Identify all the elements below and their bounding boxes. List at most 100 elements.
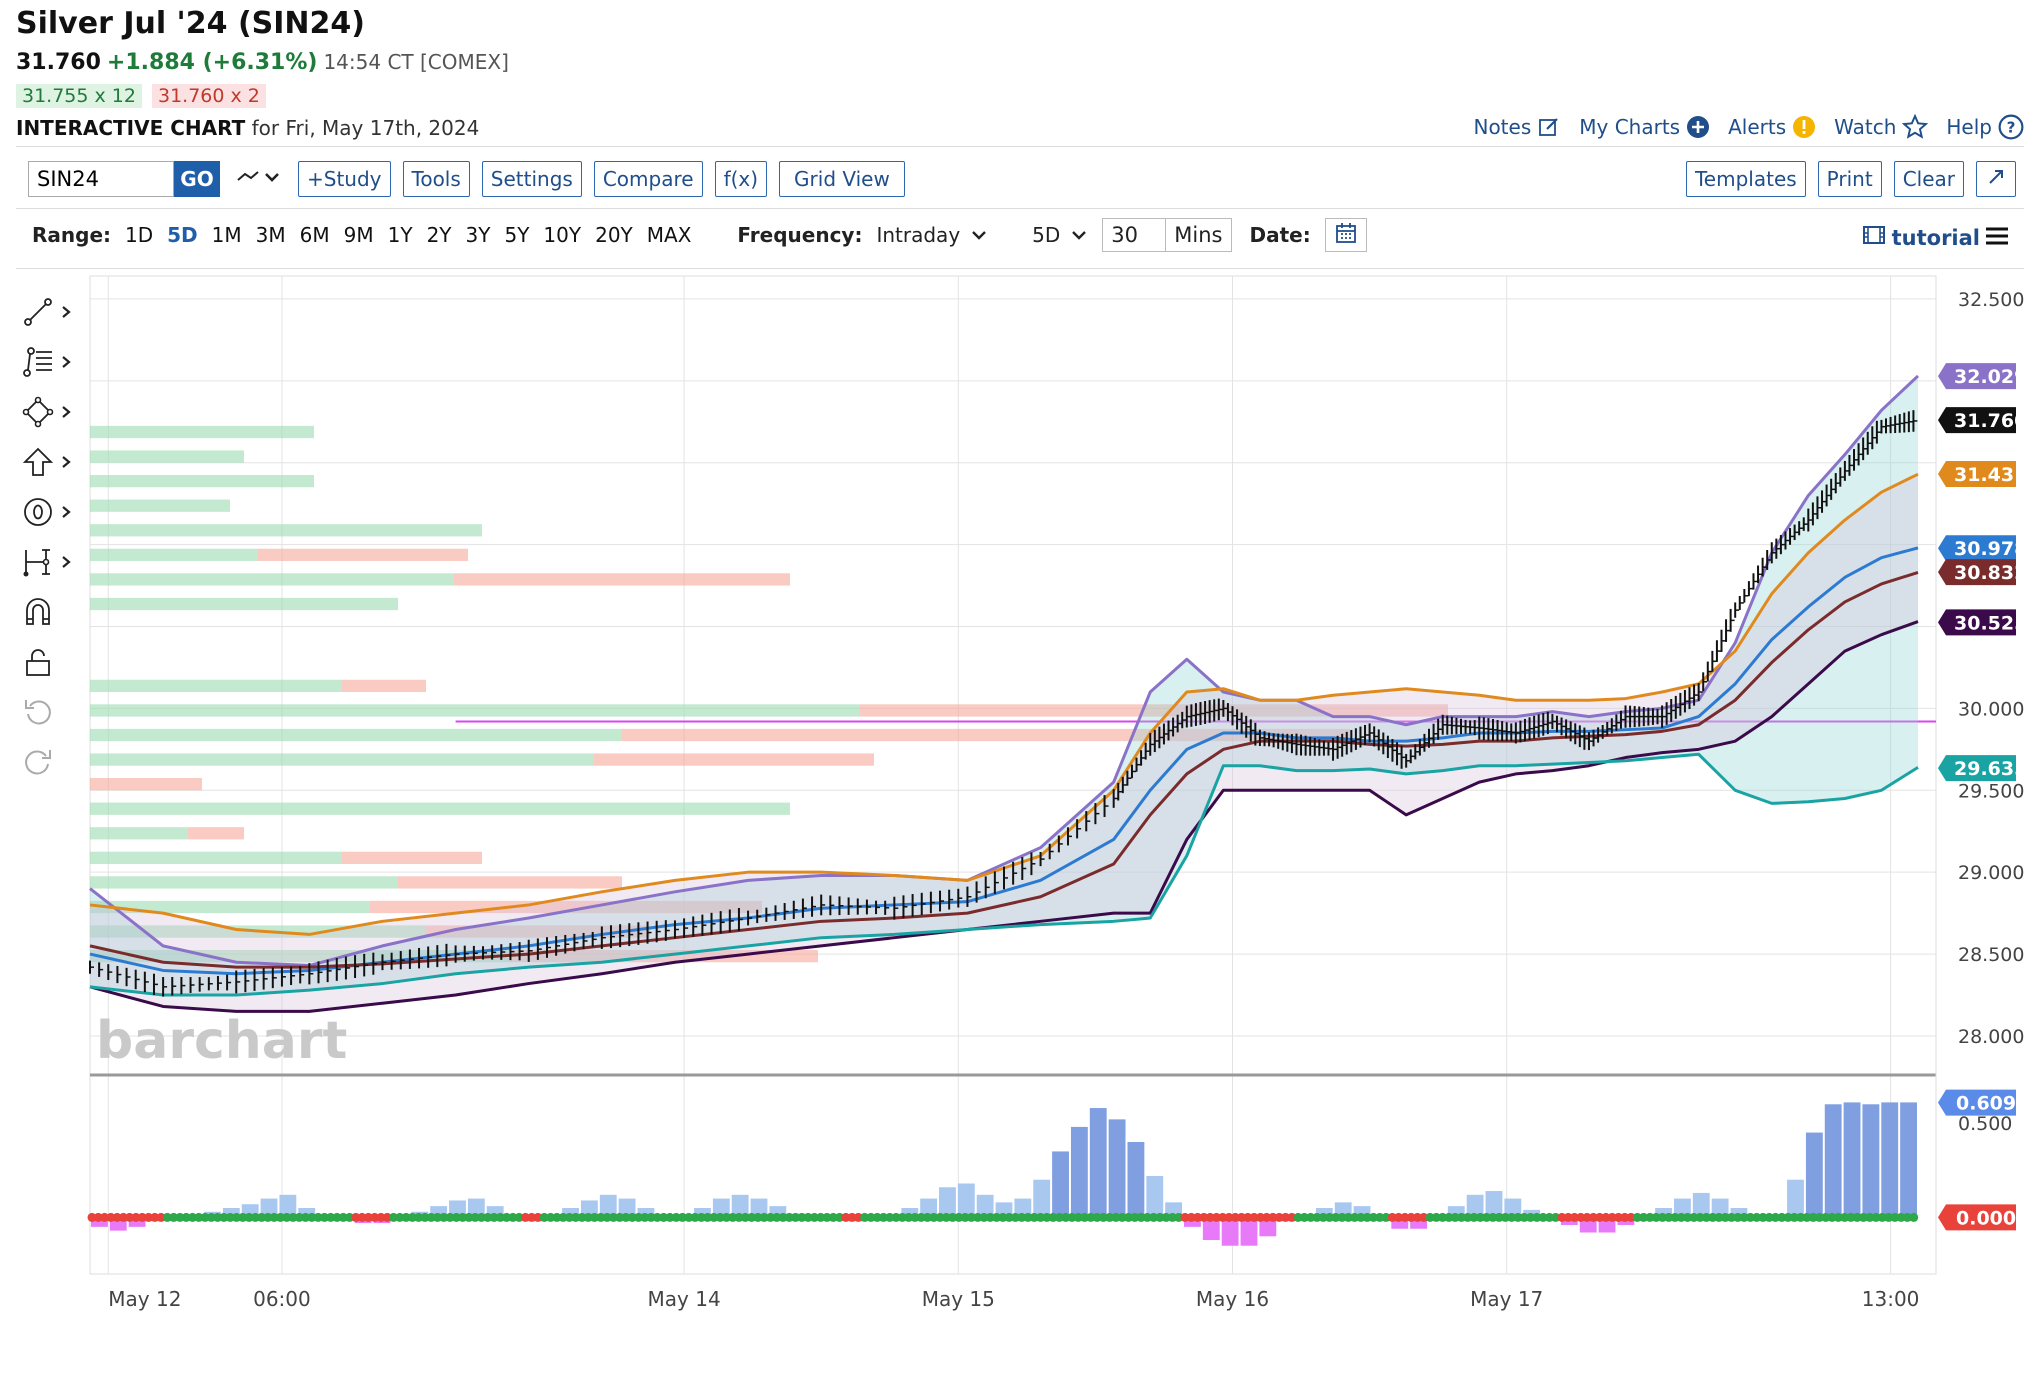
signal-dot (828, 1212, 838, 1222)
signal-dot (451, 1212, 461, 1222)
templates-button[interactable]: Templates (1685, 161, 1806, 197)
osc-value-label: 0.609 (1956, 1093, 2016, 1115)
tutorial-link[interactable]: tutorial (1862, 224, 1980, 251)
symbol-input[interactable] (28, 161, 174, 197)
signal-dot (1174, 1212, 1184, 1222)
signal-dot (93, 1212, 103, 1222)
signal-dot (677, 1212, 687, 1222)
bollinger-bands (90, 375, 1918, 1012)
histogram-bar (1410, 1217, 1428, 1229)
range-5d[interactable]: 5D (167, 223, 198, 247)
magnet-tool[interactable] (22, 596, 80, 632)
profile-bar-buy (90, 802, 790, 815)
histogram-bar (1014, 1198, 1032, 1218)
signal-dot (552, 1212, 562, 1222)
go-button[interactable]: GO (174, 161, 220, 197)
signal-dot (1865, 1212, 1875, 1222)
help-link[interactable]: Help ? (1946, 114, 2024, 140)
range-10y[interactable]: 10Y (543, 223, 582, 247)
signal-dot (841, 1212, 851, 1222)
signal-dot (1061, 1212, 1071, 1222)
shape-tool[interactable] (22, 396, 80, 432)
expand-button[interactable] (1976, 161, 2016, 197)
price-tag-label: 30.525 (1954, 612, 2027, 634)
signal-dot (1777, 1212, 1787, 1222)
signal-dot (206, 1212, 216, 1222)
signal-dot (1664, 1212, 1674, 1222)
signal-dot (181, 1212, 191, 1222)
price-tag-label: 29.635 (1954, 758, 2027, 780)
range-max[interactable]: MAX (646, 223, 692, 247)
arrow-tool[interactable] (22, 446, 80, 482)
period-dropdown[interactable]: 5D (1032, 223, 1088, 247)
range-9m[interactable]: 9M (343, 223, 374, 247)
signal-dot (1149, 1212, 1159, 1222)
redo-tool[interactable] (22, 746, 80, 782)
signal-dot (1036, 1212, 1046, 1222)
frequency-dropdown[interactable]: Intraday (876, 223, 988, 247)
histogram-bar (279, 1194, 297, 1218)
edit-icon (1537, 115, 1561, 139)
range-5y[interactable]: 5Y (504, 223, 530, 247)
signal-dot (514, 1212, 524, 1222)
lock-tool[interactable] (22, 646, 80, 682)
range-20y[interactable]: 20Y (595, 223, 633, 247)
signal-dot (1098, 1212, 1108, 1222)
signal-dot (571, 1212, 581, 1222)
signal-dot (715, 1212, 725, 1222)
measure-tool[interactable] (22, 546, 80, 582)
grid-view-button[interactable]: Grid View (779, 161, 905, 197)
menu-button[interactable] (1984, 222, 2010, 255)
range-6m[interactable]: 6M (299, 223, 330, 247)
page-title: Silver Jul '24 (SIN24) (16, 6, 365, 41)
range-3m[interactable]: 3M (255, 223, 286, 247)
range-1y[interactable]: 1Y (387, 223, 413, 247)
undo-tool[interactable] (22, 696, 80, 732)
tools-button[interactable]: Tools (402, 161, 470, 197)
my-charts-link[interactable]: My Charts (1579, 115, 1710, 139)
signal-dot (1299, 1212, 1309, 1222)
text-tool[interactable] (22, 496, 80, 532)
compare-button[interactable]: Compare (593, 161, 703, 197)
interval-input[interactable]: 30 (1102, 218, 1167, 252)
histogram-bar (1052, 1151, 1069, 1218)
histogram-bar (1240, 1217, 1258, 1246)
study-button[interactable]: +Study (298, 161, 391, 197)
signal-dot (533, 1212, 543, 1222)
histogram-bar (222, 1208, 240, 1218)
profile-bar-sell (398, 876, 622, 889)
signal-dot (345, 1212, 355, 1222)
notes-link[interactable]: Notes (1473, 115, 1561, 139)
settings-button[interactable]: Settings (481, 161, 582, 197)
print-button[interactable]: Print (1817, 161, 1882, 197)
range-2y[interactable]: 2Y (426, 223, 452, 247)
signal-dot (696, 1212, 706, 1222)
fib-tool[interactable] (22, 346, 80, 382)
clear-button[interactable]: Clear (1893, 161, 1964, 197)
signal-dot (288, 1212, 298, 1222)
range-1m[interactable]: 1M (211, 223, 242, 247)
signal-dot (809, 1212, 819, 1222)
signal-dot (539, 1212, 549, 1222)
fx-button[interactable]: f(x) (714, 161, 768, 197)
alerts-link[interactable]: Alerts (1728, 115, 1816, 139)
profile-bar-sell (188, 827, 244, 840)
chart-type-dropdown[interactable] (232, 161, 286, 197)
lock-icon (22, 646, 54, 682)
signal-dot (1419, 1212, 1429, 1222)
y-tick-label: 28.500 (1958, 944, 2024, 966)
range-3y[interactable]: 3Y (465, 223, 491, 247)
line-tool[interactable] (22, 296, 80, 332)
signal-dot (420, 1212, 430, 1222)
date-picker-button[interactable] (1324, 218, 1367, 252)
signal-dot (1368, 1212, 1378, 1222)
measure-tool-icon (22, 546, 54, 582)
signal-dot (596, 1212, 606, 1222)
range-1d[interactable]: 1D (125, 223, 154, 247)
profile-bar-buy (90, 548, 258, 561)
signal-dot (1123, 1212, 1133, 1222)
signal-dot (1890, 1212, 1900, 1222)
watch-link[interactable]: Watch (1834, 114, 1929, 140)
signal-dot (1387, 1212, 1397, 1222)
